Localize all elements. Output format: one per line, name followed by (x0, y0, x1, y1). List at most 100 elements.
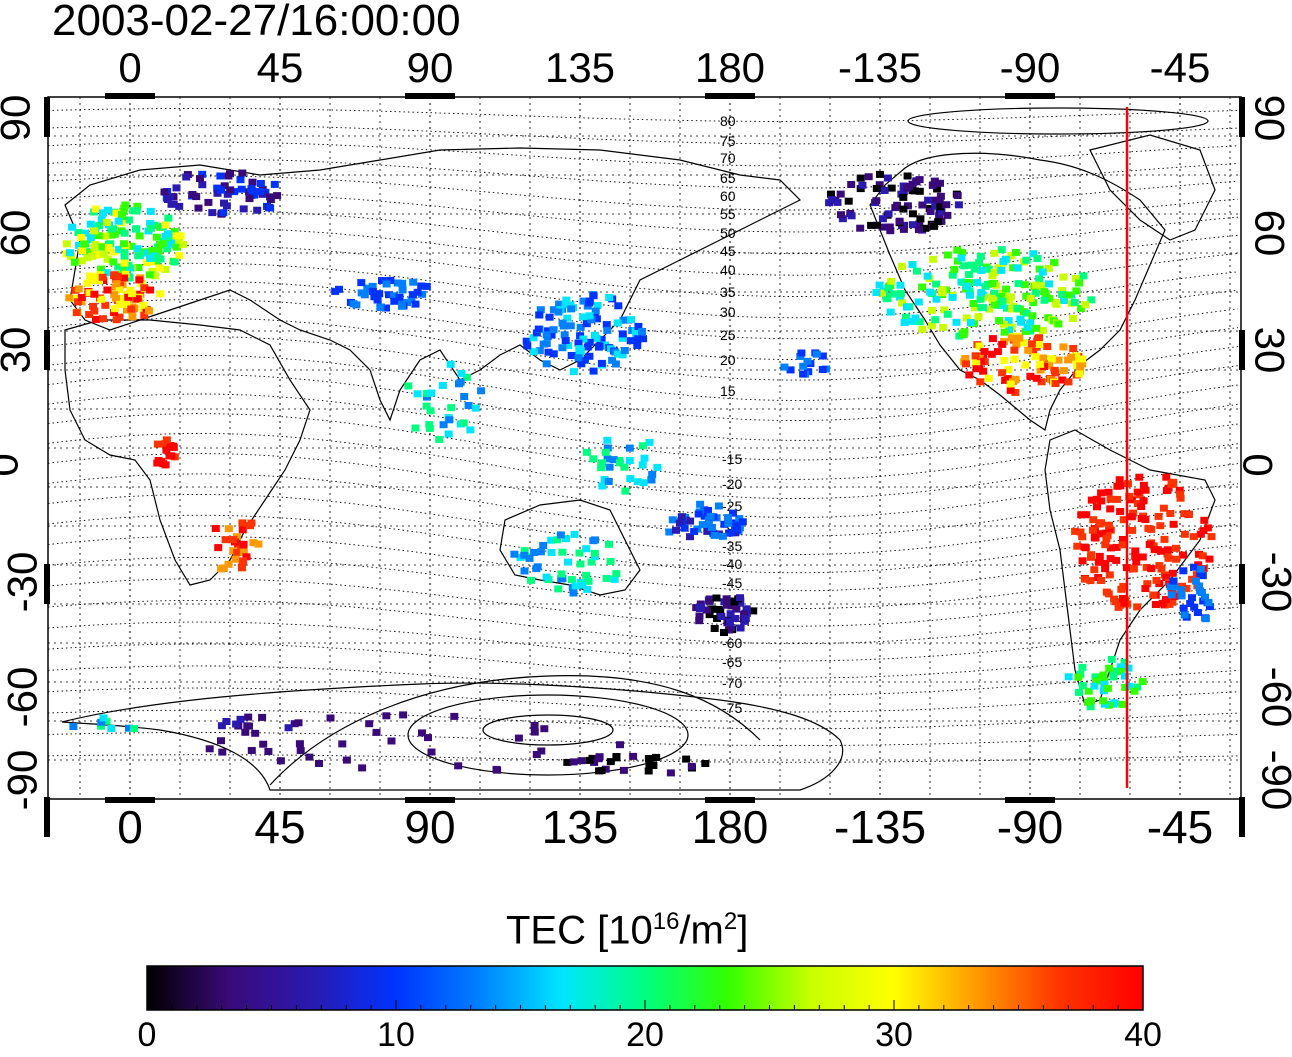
tec-point (1091, 534, 1100, 542)
frame-bars (44, 93, 1245, 837)
tec-point (579, 313, 588, 321)
tec-point (611, 360, 620, 368)
tec-point (92, 315, 100, 323)
tec-point (997, 293, 1006, 300)
tec-point (1176, 494, 1185, 502)
top-longitude-tick: 0 (118, 44, 142, 91)
tec-point (924, 196, 933, 204)
tec-point (695, 617, 704, 625)
tec-point (532, 751, 541, 758)
tec-point (1022, 309, 1031, 317)
tec-point (156, 290, 165, 298)
tec-point (68, 223, 77, 231)
tec-point (1205, 603, 1214, 611)
tec-point (710, 531, 719, 539)
tec-point (618, 351, 627, 359)
tec-point (626, 475, 635, 483)
tec-point (724, 519, 733, 527)
tec-point (1069, 315, 1077, 322)
tec-point (125, 216, 134, 224)
tec-point (880, 187, 889, 194)
tec-point (1081, 301, 1090, 309)
tec-point (1022, 256, 1031, 264)
tec-point (1156, 547, 1165, 555)
tec-point (1001, 255, 1010, 263)
tec-point (883, 174, 892, 182)
right-latitude-tick: 90 (1246, 94, 1292, 142)
tec-point (903, 172, 912, 180)
tec-point (1034, 341, 1043, 348)
tec-point (953, 192, 962, 199)
tec-point (1009, 264, 1018, 272)
tec-point (939, 323, 948, 331)
tec-point (899, 225, 908, 233)
tec-point (447, 404, 456, 412)
tec-point (601, 765, 610, 773)
tec-point (576, 560, 585, 568)
tec-point (1097, 489, 1106, 497)
tec-point (161, 266, 170, 273)
tec-point (1058, 376, 1067, 384)
contour-label: -65 (722, 654, 742, 670)
tec-point (155, 264, 164, 272)
tec-point (1190, 563, 1198, 571)
tec-point (112, 280, 121, 288)
tec-point (680, 524, 689, 532)
tec-point (238, 169, 247, 177)
tec-point (88, 252, 97, 260)
tec-point (1051, 369, 1060, 377)
tec-point (1078, 557, 1087, 565)
tec-point (1170, 583, 1179, 591)
tec-point (375, 290, 384, 298)
tec-point (833, 198, 842, 206)
tec-point (626, 337, 635, 345)
tec-point (1040, 296, 1049, 304)
tec-point (575, 549, 584, 557)
tec-point (1112, 556, 1121, 564)
tec-point (1086, 703, 1095, 711)
tec-point (1010, 355, 1019, 363)
tec-point (601, 448, 610, 456)
tec-point (1074, 673, 1083, 681)
contour-label: 60 (720, 188, 736, 204)
tec-point (74, 298, 82, 306)
tec-point (893, 201, 902, 209)
bottom-longitude-tick: 45 (254, 801, 306, 853)
tec-point (585, 352, 594, 360)
tec-point (970, 265, 979, 273)
tec-point (163, 230, 172, 238)
tec-point (1138, 678, 1147, 686)
tec-point (1013, 304, 1022, 312)
tec-point (1201, 615, 1210, 623)
tec-point (856, 174, 865, 182)
tec-point (112, 294, 120, 302)
tec-point (962, 360, 970, 368)
tec-point (915, 187, 924, 195)
tec-point (886, 308, 895, 316)
tec-point (1058, 291, 1067, 298)
tec-point (985, 305, 994, 313)
tec-point (86, 236, 95, 244)
tec-point (1033, 255, 1042, 262)
tec-point (144, 307, 153, 315)
tec-point (85, 311, 94, 318)
tec-point (539, 542, 548, 549)
tec-point (256, 188, 264, 195)
tec-point (90, 227, 99, 235)
tec-point (253, 206, 262, 214)
tec-point (338, 740, 347, 748)
tec-point (644, 767, 653, 775)
tec-point (152, 233, 161, 241)
tec-point (1190, 603, 1199, 611)
tec-point (547, 549, 556, 556)
tec-point (276, 757, 285, 765)
tec-point (714, 502, 723, 510)
tec-point (729, 509, 737, 517)
tec-point (590, 549, 599, 557)
tec-point (886, 227, 895, 235)
tec-point (942, 201, 951, 209)
tec-point (638, 461, 647, 469)
tec-point (595, 342, 604, 350)
tec-point (90, 244, 99, 252)
tec-point (975, 259, 984, 267)
